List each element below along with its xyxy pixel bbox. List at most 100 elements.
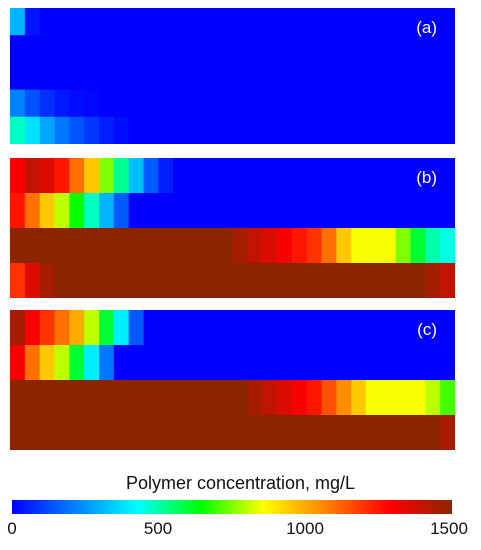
heatmap-cell [84,263,100,298]
heatmap-cell [69,158,85,194]
heatmap-cell [99,310,115,346]
heatmap-cell [321,310,337,346]
heatmap-cell [173,193,189,229]
heatmap-cell [395,8,412,36]
heatmap-cell [173,8,189,36]
heatmap-cell [99,35,115,63]
heatmap-cell [277,8,293,36]
heatmap-cell [366,193,382,229]
heatmap-cell [54,345,70,381]
heatmap-cell [366,8,382,36]
heatmap-cell [39,310,56,346]
heatmap-cell [39,193,56,229]
heatmap-cell [158,263,174,298]
heatmap-cell [54,415,70,450]
heatmap-cell [69,228,85,264]
heatmap-cell [10,35,26,63]
heatmap-cell [336,193,352,229]
heatmap-cell [113,415,130,450]
heatmap-cell [277,380,293,416]
heatmap-cell [440,35,455,63]
heatmap-panel-b: (b) [10,158,455,298]
colorbar [12,500,452,514]
heatmap-cell [336,35,352,63]
heatmap-cell [24,116,41,144]
heatmap-cell [158,345,174,381]
heatmap-cell [217,8,234,36]
heatmap-cell [291,345,308,381]
heatmap-cell [99,263,115,298]
heatmap-cell [277,228,293,264]
heatmap-cell [291,228,308,264]
heatmap-cell [277,345,293,381]
heatmap-cell [351,310,367,346]
heatmap-cell [84,35,100,63]
heatmap-cell [321,415,337,450]
heatmap-cell [113,8,130,36]
heatmap-cell [247,116,263,144]
heatmap-cell [10,345,26,381]
heatmap-cell [410,8,426,36]
heatmap-cell [262,415,278,450]
colorbar-tick-0: 0 [7,519,17,538]
heatmap-cell [202,116,219,144]
heatmap-cell [143,228,159,264]
heatmap-cell [113,158,130,194]
heatmap-cell [10,310,26,346]
heatmap-cell [217,158,234,194]
heatmap-cell [425,8,441,36]
heatmap-cell [425,89,441,118]
heatmap-cell [262,35,278,63]
heatmap-cell [24,193,41,229]
heatmap-cell [158,310,174,346]
heatmap-cell [321,228,337,264]
heatmap-cell [10,415,26,450]
heatmap-cell [425,380,441,416]
heatmap-cell [202,228,219,264]
heatmap-cell [217,228,234,264]
heatmap-cell [306,116,323,144]
heatmap-cell [158,380,174,416]
heatmap-cell [247,193,263,229]
heatmap-cell [84,158,100,194]
heatmap-cell [306,228,323,264]
heatmap-cell [291,35,308,63]
heatmap-cell [54,8,70,36]
heatmap-cell [410,116,426,144]
heatmap-cell [306,415,323,450]
heatmap-cell [128,158,145,194]
heatmap-cell [217,116,234,144]
heatmap-cell [262,116,278,144]
heatmap-cell [351,415,367,450]
heatmap-cell [128,116,145,144]
heatmap-cell [39,263,56,298]
heatmap-cell [380,415,397,450]
heatmap-cell [321,35,337,63]
heatmap-cell [440,415,455,450]
heatmap-cell [366,310,382,346]
heatmap-cell [395,415,412,450]
heatmap-cell [188,193,204,229]
heatmap-cell [380,263,397,298]
heatmap-cell [99,193,115,229]
heatmap-cell [202,193,219,229]
heatmap-cell [410,158,426,194]
heatmap-cell [277,35,293,63]
heatmap-cell [173,380,189,416]
heatmap-cell [143,62,159,91]
heatmap-cell [306,193,323,229]
heatmap-cell [84,380,100,416]
heatmap-cell [69,345,85,381]
heatmap-cell [425,62,441,91]
heatmap-cell [39,62,56,91]
heatmap-cell [247,415,263,450]
heatmap-cell [143,89,159,118]
heatmap-cell [336,415,352,450]
heatmap-cell [188,35,204,63]
heatmap-cell [395,228,412,264]
heatmap-cell [158,89,174,118]
heatmap-cell [425,310,441,346]
heatmap-cell [158,228,174,264]
heatmap-cell [54,380,70,416]
heatmap-cell [440,193,455,229]
